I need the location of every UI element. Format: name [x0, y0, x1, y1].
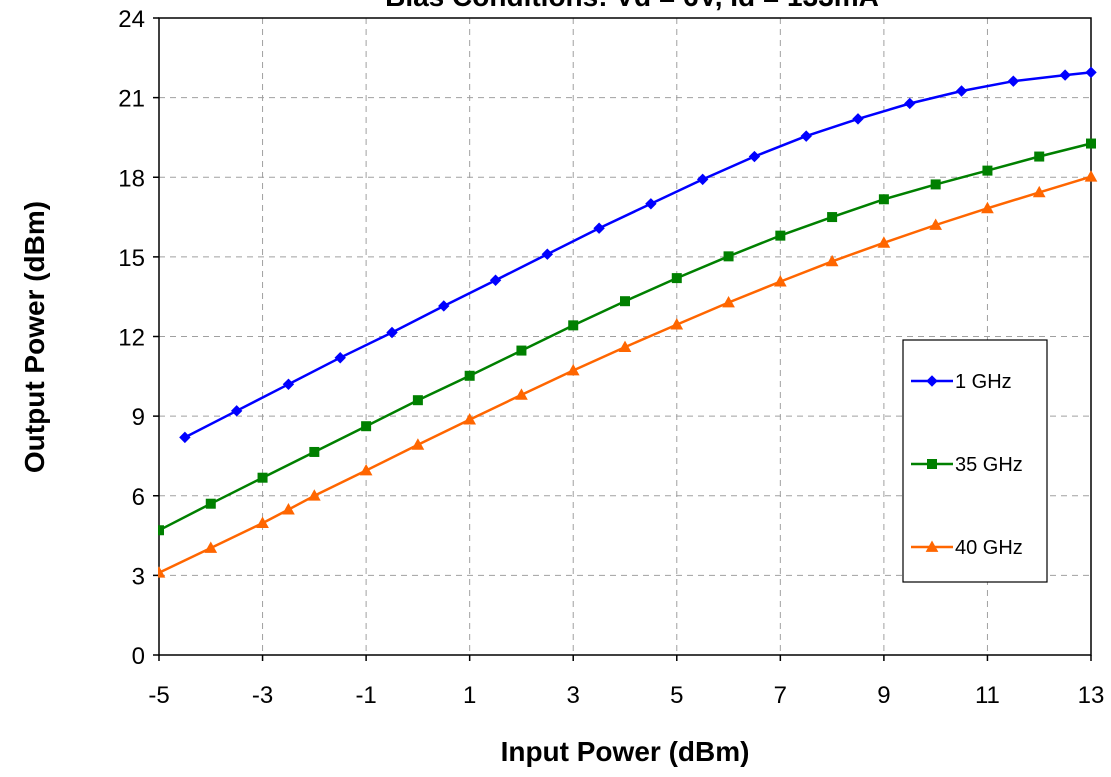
data-point	[1032, 185, 1046, 198]
data-point	[696, 173, 709, 186]
data-point	[1085, 66, 1097, 79]
legend-item: 40 GHz	[911, 537, 1023, 559]
series-35-ghz	[158, 138, 1096, 536]
x-tick-label: 1	[463, 682, 476, 709]
data-point	[204, 541, 218, 553]
data-point	[566, 363, 580, 376]
y-tick-label: 3	[132, 563, 145, 590]
x-tick-label: 5	[670, 682, 683, 709]
data-point	[541, 248, 554, 260]
data-point	[722, 295, 735, 308]
x-tick-label: 13	[1078, 682, 1105, 709]
x-axis-title: Input Power (dBm)	[501, 736, 750, 767]
data-point	[158, 525, 164, 536]
data-point	[955, 85, 968, 97]
data-point	[568, 320, 579, 331]
data-point	[463, 413, 477, 425]
legend-marker	[926, 375, 938, 387]
y-tick-label: 9	[132, 404, 145, 431]
data-point	[1034, 151, 1045, 162]
data-point	[929, 218, 943, 230]
data-point	[645, 198, 657, 210]
series-40-ghz	[158, 170, 1098, 578]
data-point	[516, 345, 527, 356]
legend-label: 40 GHz	[955, 537, 1023, 559]
data-point	[670, 318, 684, 330]
data-point	[1084, 170, 1098, 182]
legend-marker	[927, 459, 937, 469]
y-axis-title: Output Power (dBm)	[19, 201, 50, 473]
legend: 1 GHz 35 GHz 40 GHz	[902, 339, 1048, 583]
data-point	[904, 97, 916, 110]
data-point	[256, 516, 269, 528]
data-point	[1086, 138, 1096, 149]
data-point	[982, 165, 993, 176]
y-tick-label: 12	[118, 325, 145, 352]
data-point	[309, 446, 320, 457]
legend-label: 1 GHz	[955, 371, 1012, 393]
data-point	[748, 150, 761, 163]
data-point	[359, 464, 373, 476]
legend-marker	[925, 540, 939, 552]
data-point	[257, 472, 268, 483]
data-point	[618, 340, 632, 353]
data-point	[671, 273, 682, 284]
data-point	[205, 498, 216, 509]
data-point	[1007, 75, 1020, 87]
data-point	[1059, 69, 1071, 81]
data-point	[827, 212, 838, 223]
data-point	[230, 405, 243, 417]
y-tick-label: 0	[132, 643, 145, 670]
legend-label: 35 GHz	[955, 454, 1023, 476]
data-point	[412, 395, 423, 406]
data-point	[334, 352, 346, 364]
x-tick-label: 3	[567, 682, 580, 709]
data-point	[981, 201, 994, 214]
data-point	[723, 251, 734, 262]
legend-item: 1 GHz	[911, 371, 1012, 393]
y-tick-label: 24	[118, 6, 145, 33]
data-point	[489, 274, 502, 286]
data-point	[800, 130, 812, 142]
data-point	[282, 503, 295, 515]
data-point	[361, 421, 372, 432]
data-point	[593, 222, 605, 234]
data-point	[825, 254, 839, 267]
x-tick-label: 7	[774, 682, 787, 709]
x-tick-label: -1	[355, 682, 376, 709]
data-point	[158, 566, 166, 578]
y-tick-label: 15	[118, 245, 145, 272]
data-point	[878, 194, 889, 205]
x-tick-label: 11	[975, 682, 1000, 709]
grid	[159, 18, 1091, 655]
series-line	[158, 175, 1092, 574]
data-point	[386, 326, 398, 339]
data-point	[438, 300, 450, 312]
y-tick-label: 21	[118, 86, 145, 113]
y-tick-label: 18	[118, 165, 145, 192]
data-point	[515, 388, 528, 400]
x-tick-label: -5	[148, 682, 169, 709]
legend-item: 35 GHz	[911, 454, 1023, 476]
data-point	[282, 378, 295, 390]
data-point	[620, 296, 630, 307]
data-point	[179, 431, 191, 444]
x-tick-label: -3	[252, 682, 273, 709]
data-point	[307, 489, 321, 501]
data-point	[773, 275, 787, 287]
data-point	[411, 438, 425, 450]
data-point	[775, 230, 786, 241]
chart-title: Bias Conditions: Vd = 6V, Id = 133mA	[385, 0, 879, 12]
x-tick-label: 9	[877, 682, 890, 709]
data-point	[930, 179, 941, 190]
series-1-ghz	[179, 66, 1097, 444]
data-point	[877, 236, 891, 248]
data-point	[464, 370, 475, 381]
data-point	[852, 113, 864, 125]
y-tick-label: 6	[132, 484, 145, 511]
